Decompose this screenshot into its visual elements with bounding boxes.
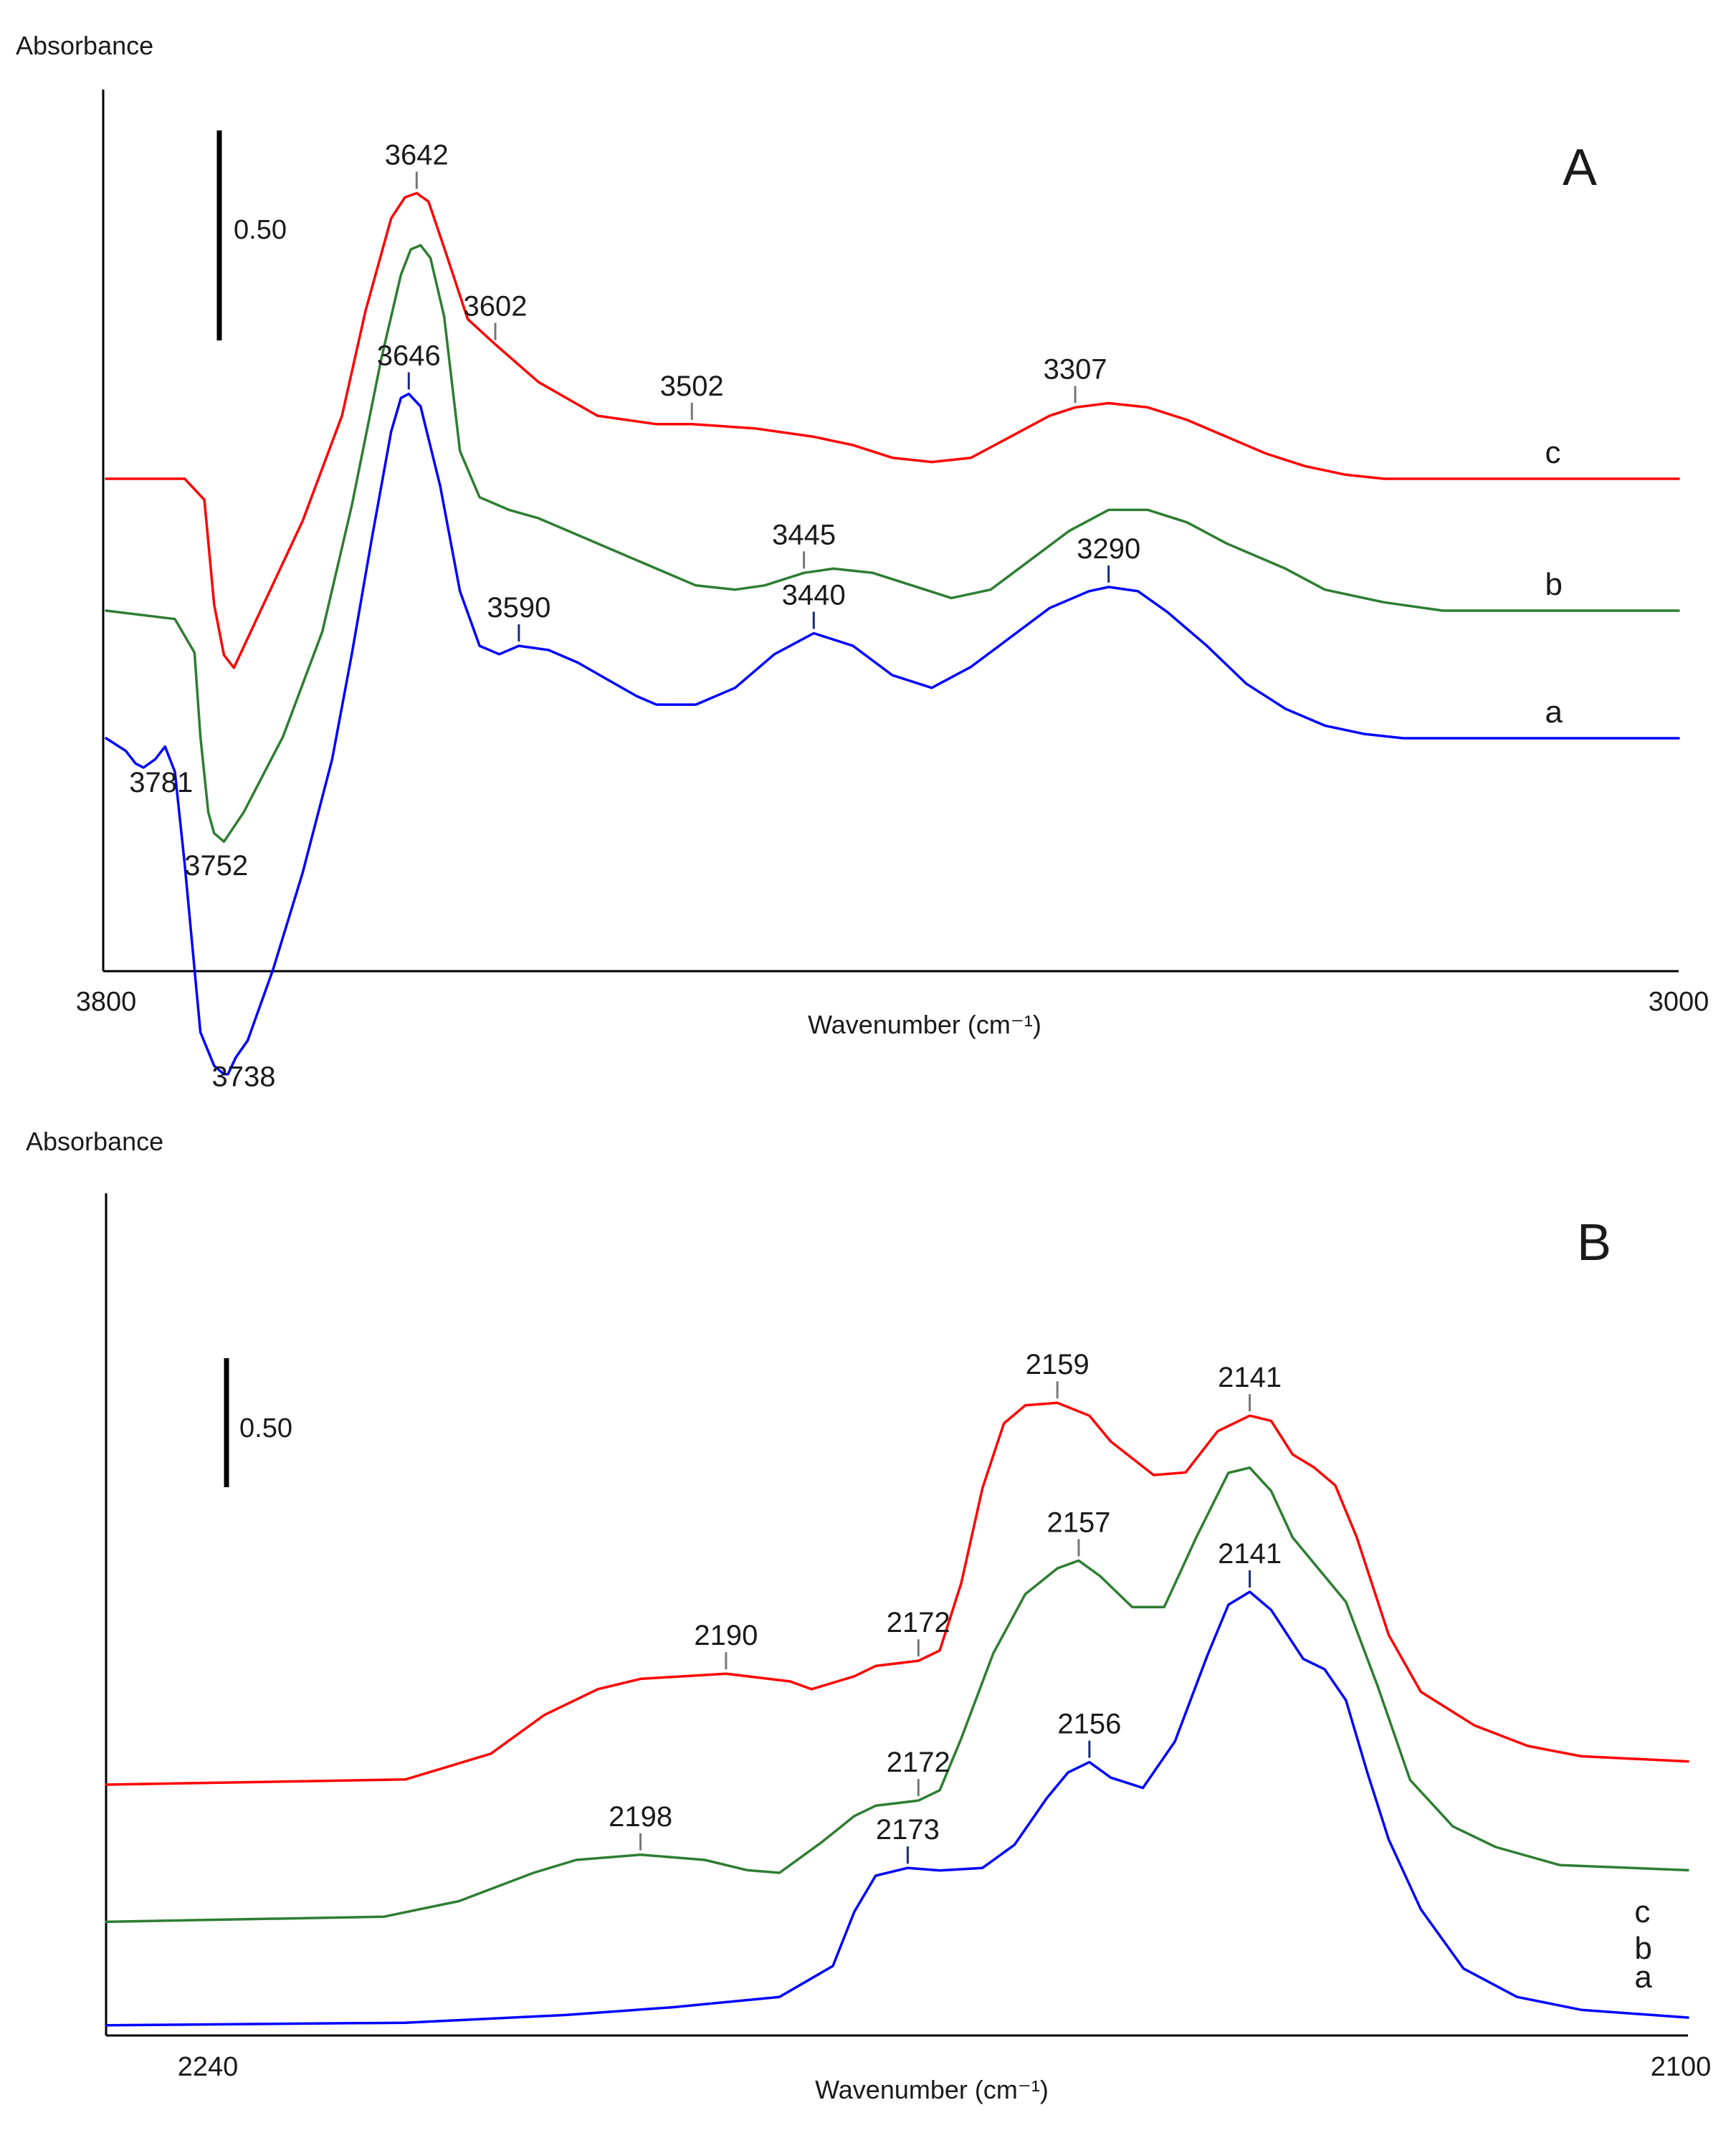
panel-b-x-axis-title: Wavenumber (cm⁻¹): [815, 2075, 1049, 2104]
panel-a-curve-label-b: b: [1545, 567, 1563, 602]
panel-a-peak-label: 3752: [184, 850, 248, 882]
panel-b-series-c-line: [105, 1401, 1689, 1786]
panel-b-peak-label: 2172: [887, 1747, 950, 1778]
panel-a-peak-label: 3602: [464, 291, 528, 323]
panel-b-curve-label-c: c: [1634, 1894, 1650, 1929]
panel-b-x-tick-left: 2240: [178, 2052, 239, 2082]
panel-a-series-c-line: [105, 191, 1680, 669]
panel-b-curve-label-a: a: [1634, 1960, 1652, 1995]
panel-b: Absorbance 2240 2100 Wavenumber (cm⁻¹) 0…: [26, 1127, 1711, 2104]
panel-a-y-axis-title: Absorbance: [16, 31, 153, 60]
panel-b-peak-label: 2141: [1218, 1362, 1282, 1393]
panel-a-x-tick-right: 3000: [1649, 987, 1709, 1017]
panel-a-peak-label: 3307: [1044, 353, 1107, 385]
panel-a-letter: A: [1563, 139, 1597, 196]
panel-b-letter: B: [1577, 1214, 1611, 1271]
panel-a-peak-label: 3502: [660, 371, 724, 402]
panel-b-x-tick-right: 2100: [1651, 2052, 1712, 2082]
panel-a-peak-label: 3440: [782, 580, 846, 611]
panel-b-peak-label: 2157: [1047, 1507, 1111, 1538]
panel-a: Absorbance 3800 3000 Wavenumber (cm⁻¹) 0…: [16, 31, 1709, 1093]
panel-b-series-b-line: [105, 1466, 1689, 1924]
panel-a-x-axis-title: Wavenumber (cm⁻¹): [808, 1010, 1041, 1039]
panel-b-curve-label-b: b: [1634, 1931, 1651, 1966]
panel-b-peak-label: 2172: [887, 1607, 950, 1638]
panel-b-y-axis-title: Absorbance: [26, 1127, 163, 1156]
panel-a-x-tick-left: 3800: [76, 987, 137, 1017]
panel-b-scale-label: 0.50: [239, 1413, 292, 1443]
panel-b-peak-label: 2156: [1057, 1709, 1121, 1740]
panel-a-peak-label: 3590: [487, 592, 550, 624]
panel-a-curve-label-a: a: [1545, 695, 1563, 730]
panel-b-series-a-line: [105, 1590, 1689, 2027]
panel-a-curve-label-c: c: [1545, 435, 1561, 470]
panel-b-peak-label: 2141: [1218, 1538, 1282, 1570]
panel-a-peak-label: 3290: [1077, 533, 1140, 565]
panel-b-peak-label: 2198: [609, 1801, 672, 1833]
panel-a-peak-label: 3738: [212, 1061, 276, 1093]
panel-a-scale-label: 0.50: [234, 215, 287, 245]
panel-a-peak-label: 3781: [129, 767, 193, 798]
panel-b-peak-label: 2173: [876, 1814, 940, 1846]
panel-a-series-a-line: [105, 392, 1680, 1076]
panel-b-peak-label: 2159: [1026, 1349, 1089, 1380]
panel-a-series-b-line: [105, 244, 1680, 844]
panel-a-peak-label: 3642: [385, 140, 449, 171]
panel-a-peak-label: 3445: [772, 519, 836, 550]
panel-b-peak-label: 2190: [694, 1620, 758, 1651]
panel-a-peak-label: 3646: [377, 340, 441, 372]
